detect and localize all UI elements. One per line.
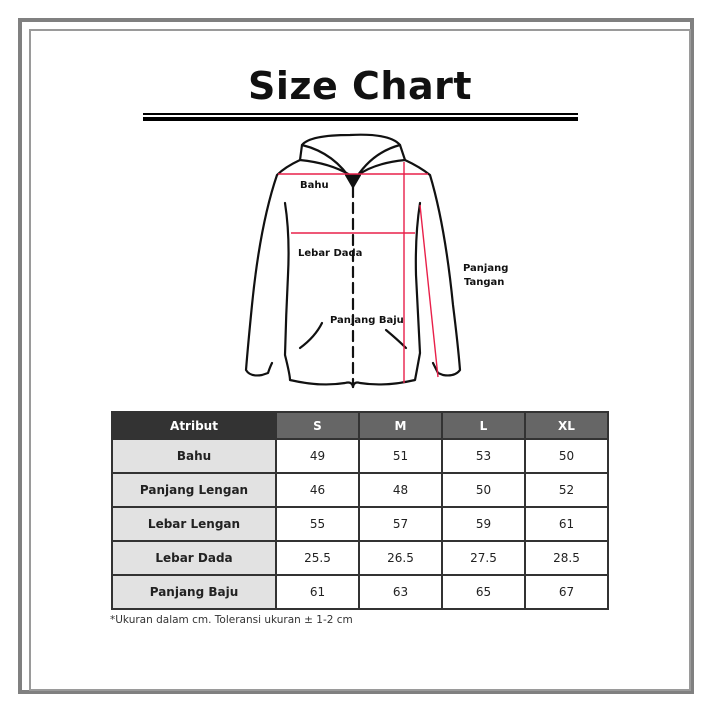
table-header-row: Atribut S M L XL <box>111 411 609 440</box>
label-bahu: Bahu <box>300 180 329 191</box>
table-cell: 52 <box>524 472 609 508</box>
size-table: Atribut S M L XL Bahu 49 51 53 50 Panjang Len… <box>111 411 609 610</box>
table-cell: 50 <box>441 472 526 508</box>
table-cell: 49 <box>275 438 360 474</box>
header-atribut: Atribut <box>111 411 277 440</box>
header-s: S <box>275 411 360 440</box>
table-row: Bahu 49 51 53 50 <box>111 438 609 474</box>
jacket-outline <box>244 133 462 389</box>
jacket-diagram: Bahu Lebar Dada Panjang Baju Panjang Tan… <box>244 133 508 389</box>
table-cell: 57 <box>358 506 443 542</box>
size-note: *Ukuran dalam cm. Toleransi ukuran ± 1-2… <box>110 614 353 626</box>
table-row: Lebar Dada 25.5 26.5 27.5 28.5 <box>111 540 609 576</box>
table-row: Lebar Lengan 55 57 59 61 <box>111 506 609 542</box>
measurement-lines <box>278 162 439 383</box>
row-label: Panjang Lengan <box>111 472 277 508</box>
title-divider-thin <box>143 113 578 115</box>
table-cell: 28.5 <box>524 540 609 576</box>
table-cell: 61 <box>524 506 609 542</box>
panjang-tangan-line <box>419 204 439 378</box>
inner-frame <box>29 29 691 691</box>
title-divider-thick <box>143 117 578 121</box>
header-m: M <box>358 411 443 440</box>
label-panjang-tangan-1: Panjang <box>463 263 508 274</box>
table-row: Panjang Lengan 46 48 50 52 <box>111 472 609 508</box>
table-cell: 51 <box>358 438 443 474</box>
row-label: Bahu <box>111 438 277 474</box>
table-cell: 59 <box>441 506 526 542</box>
row-label: Panjang Baju <box>111 574 277 610</box>
table-cell: 53 <box>441 438 526 474</box>
row-label: Lebar Dada <box>111 540 277 576</box>
label-lebar-dada: Lebar Dada <box>298 248 362 259</box>
table-cell: 46 <box>275 472 360 508</box>
table-cell: 25.5 <box>275 540 360 576</box>
table-cell: 26.5 <box>358 540 443 576</box>
table-cell: 67 <box>524 574 609 610</box>
header-xl: XL <box>524 411 609 440</box>
header-l: L <box>441 411 526 440</box>
table-row: Panjang Baju 61 63 65 67 <box>111 574 609 610</box>
table-cell: 48 <box>358 472 443 508</box>
row-label: Lebar Lengan <box>111 506 277 542</box>
outer-frame <box>18 18 694 694</box>
table-cell: 65 <box>441 574 526 610</box>
table-cell: 63 <box>358 574 443 610</box>
table-cell: 27.5 <box>441 540 526 576</box>
table-cell: 50 <box>524 438 609 474</box>
label-panjang-baju: Panjang Baju <box>330 315 404 326</box>
table-cell: 55 <box>275 506 360 542</box>
page-title: Size Chart <box>247 64 472 108</box>
table-cell: 61 <box>275 574 360 610</box>
label-panjang-tangan-2: Tangan <box>464 277 504 288</box>
